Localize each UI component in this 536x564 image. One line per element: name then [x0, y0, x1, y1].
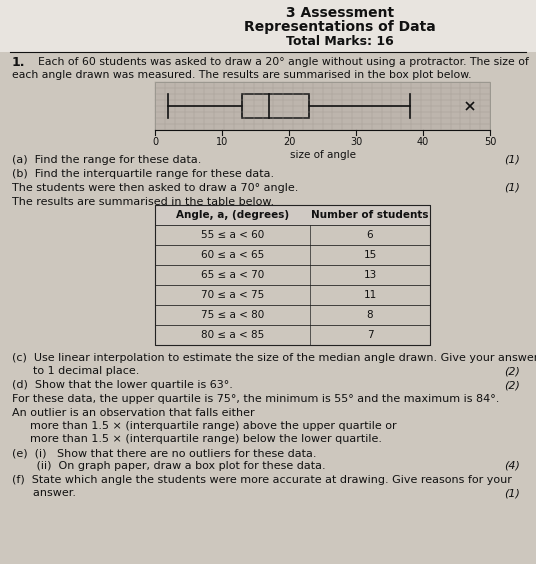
- Text: 1.: 1.: [12, 56, 26, 69]
- Text: (b)  Find the interquartile range for these data.: (b) Find the interquartile range for the…: [12, 169, 274, 179]
- Text: 0: 0: [152, 137, 158, 147]
- Bar: [155, 265, 430, 285]
- Text: 10: 10: [216, 137, 228, 147]
- Bar: [155, 205, 430, 345]
- Text: 15: 15: [363, 250, 377, 260]
- Text: 40: 40: [417, 137, 429, 147]
- Bar: [155, 305, 430, 325]
- Text: more than 1.5 × (interquartile range) above the upper quartile or: more than 1.5 × (interquartile range) ab…: [30, 421, 397, 431]
- Text: (1): (1): [504, 183, 520, 193]
- Bar: [0, 0, 536, 70]
- Text: each angle drawn was measured. The results are summarised in the box plot below.: each angle drawn was measured. The resul…: [12, 70, 472, 80]
- Text: 70 ≤ a < 75: 70 ≤ a < 75: [201, 290, 264, 300]
- Text: more than 1.5 × (interquartile range) below the lower quartile.: more than 1.5 × (interquartile range) be…: [30, 434, 382, 444]
- Text: 13: 13: [363, 270, 377, 280]
- Text: (f)  State which angle the students were more accurate at drawing. Give reasons : (f) State which angle the students were …: [12, 475, 512, 485]
- Text: 20: 20: [283, 137, 295, 147]
- Text: 80 ≤ a < 85: 80 ≤ a < 85: [201, 330, 264, 340]
- Text: answer.: answer.: [12, 488, 76, 498]
- Bar: [155, 205, 430, 225]
- Bar: [155, 325, 430, 345]
- Text: 6: 6: [367, 230, 373, 240]
- Text: 75 ≤ a < 80: 75 ≤ a < 80: [201, 310, 264, 320]
- Text: (2): (2): [504, 366, 520, 376]
- Text: For these data, the upper quartile is 75°, the minimum is 55° and the maximum is: For these data, the upper quartile is 75…: [12, 394, 500, 404]
- Text: (1): (1): [504, 488, 520, 498]
- Text: size of angle: size of angle: [289, 150, 355, 160]
- Text: (d)  Show that the lower quartile is 63°.: (d) Show that the lower quartile is 63°.: [12, 380, 233, 390]
- Text: to 1 decimal place.: to 1 decimal place.: [12, 366, 139, 376]
- Text: (ii)  On graph paper, draw a box plot for these data.: (ii) On graph paper, draw a box plot for…: [12, 461, 326, 471]
- Bar: [155, 285, 430, 305]
- Text: 65 ≤ a < 70: 65 ≤ a < 70: [201, 270, 264, 280]
- Text: Number of students: Number of students: [311, 210, 429, 220]
- Text: 8: 8: [367, 310, 373, 320]
- Text: Total Marks: 16: Total Marks: 16: [286, 35, 394, 48]
- Text: (4): (4): [504, 461, 520, 471]
- Bar: [155, 225, 430, 245]
- Text: Representations of Data: Representations of Data: [244, 20, 436, 34]
- Text: (1): (1): [504, 155, 520, 165]
- Text: 50: 50: [484, 137, 496, 147]
- Text: (e)  (i)   Show that there are no outliers for these data.: (e) (i) Show that there are no outliers …: [12, 448, 316, 458]
- Text: 7: 7: [367, 330, 373, 340]
- Text: 55 ≤ a < 60: 55 ≤ a < 60: [201, 230, 264, 240]
- Text: An outlier is an observation that falls either: An outlier is an observation that falls …: [12, 408, 255, 418]
- Text: The students were then asked to draw a 70° angle.: The students were then asked to draw a 7…: [12, 183, 299, 193]
- Text: (2): (2): [504, 380, 520, 390]
- Bar: [155, 245, 430, 265]
- Text: The results are summarised in the table below.: The results are summarised in the table …: [12, 197, 274, 207]
- Text: Angle, a, (degrees): Angle, a, (degrees): [176, 210, 289, 220]
- Bar: [242, 94, 309, 118]
- Text: 11: 11: [363, 290, 377, 300]
- Text: (a)  Find the range for these data.: (a) Find the range for these data.: [12, 155, 202, 165]
- Text: 60 ≤ a < 65: 60 ≤ a < 65: [201, 250, 264, 260]
- Text: (c)  Use linear interpolation to estimate the size of the median angle drawn. Gi: (c) Use linear interpolation to estimate…: [12, 353, 536, 363]
- Bar: [155, 82, 490, 130]
- Text: 30: 30: [350, 137, 362, 147]
- Text: Each of 60 students was asked to draw a 20° angle without using a protractor. Th: Each of 60 students was asked to draw a …: [38, 57, 529, 67]
- Text: 3 Assessment: 3 Assessment: [286, 6, 394, 20]
